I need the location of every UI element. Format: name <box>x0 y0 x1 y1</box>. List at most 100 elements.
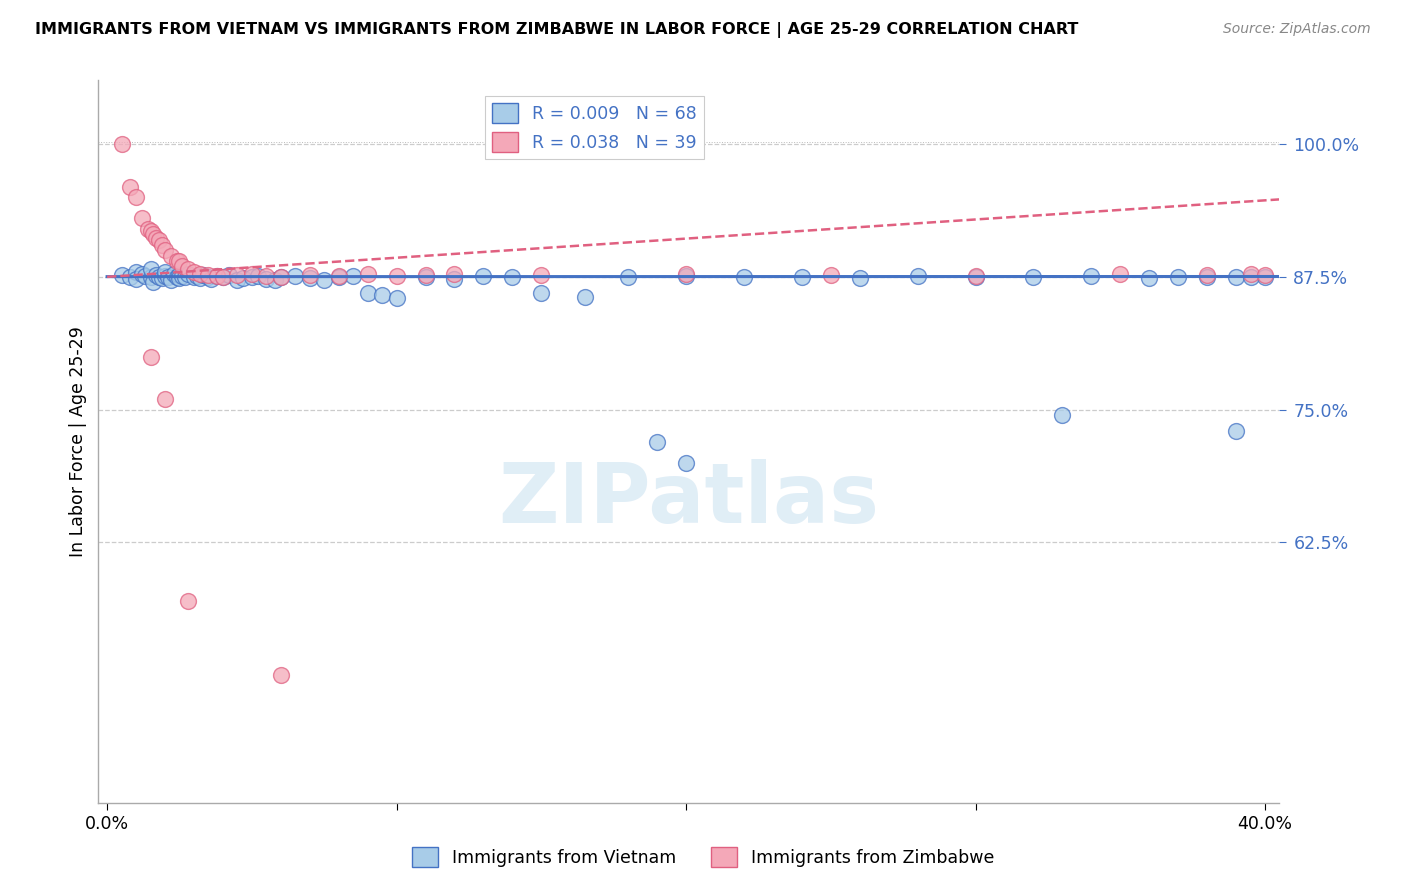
Point <box>820 268 842 282</box>
Point <box>110 268 132 282</box>
Point <box>197 269 219 284</box>
Point <box>298 271 321 285</box>
Point <box>965 268 987 283</box>
Point <box>197 268 219 282</box>
Point <box>645 434 668 449</box>
Point <box>246 268 269 283</box>
Point <box>156 269 179 284</box>
Point <box>264 273 287 287</box>
Point <box>139 350 162 364</box>
Point <box>415 268 437 282</box>
Point <box>120 179 142 194</box>
Point <box>385 268 408 283</box>
Point <box>415 269 437 284</box>
Point <box>166 269 188 284</box>
Text: ZIPatlas: ZIPatlas <box>499 458 879 540</box>
Point <box>145 268 167 282</box>
Point <box>145 230 167 244</box>
Point <box>530 268 553 282</box>
Point <box>153 264 176 278</box>
Point <box>240 269 263 284</box>
Point <box>232 271 254 285</box>
Point <box>205 268 228 283</box>
Point <box>1254 268 1277 282</box>
Point <box>501 269 523 284</box>
Point <box>1137 271 1160 285</box>
Point <box>617 269 640 284</box>
Point <box>574 290 596 304</box>
Point <box>472 268 495 283</box>
Point <box>226 273 249 287</box>
Point <box>120 269 142 284</box>
Point <box>153 268 176 283</box>
Point <box>142 227 165 242</box>
Text: IMMIGRANTS FROM VIETNAM VS IMMIGRANTS FROM ZIMBABWE IN LABOR FORCE | AGE 25-29 C: IMMIGRANTS FROM VIETNAM VS IMMIGRANTS FR… <box>35 22 1078 38</box>
Point <box>163 267 186 281</box>
Point <box>218 268 240 282</box>
Point <box>169 254 191 268</box>
Point <box>205 268 228 283</box>
Point <box>183 269 205 284</box>
Point <box>270 269 292 284</box>
Point <box>159 249 181 263</box>
Point <box>169 271 191 285</box>
Point <box>177 262 200 277</box>
Point <box>172 268 194 283</box>
Point <box>169 268 191 282</box>
Point <box>191 268 214 282</box>
Legend: Immigrants from Vietnam, Immigrants from Zimbabwe: Immigrants from Vietnam, Immigrants from… <box>405 840 1001 874</box>
Point <box>443 267 465 281</box>
Point <box>1167 269 1189 284</box>
Point <box>356 285 378 300</box>
Point <box>166 254 188 268</box>
Point <box>188 267 211 281</box>
Point <box>1225 269 1247 284</box>
Point <box>131 211 153 226</box>
Point <box>150 238 173 252</box>
Point <box>150 271 173 285</box>
Point <box>177 594 200 608</box>
Point <box>328 269 350 284</box>
Point <box>159 273 181 287</box>
Point <box>270 269 292 284</box>
Point <box>212 269 235 284</box>
Point <box>907 268 929 283</box>
Point <box>965 269 987 284</box>
Point <box>125 190 148 204</box>
Point <box>174 269 197 284</box>
Legend: R = 0.009   N = 68, R = 0.038   N = 39: R = 0.009 N = 68, R = 0.038 N = 39 <box>485 96 704 159</box>
Point <box>1239 269 1261 284</box>
Point <box>134 268 156 283</box>
Point <box>226 268 249 282</box>
Point <box>153 244 176 258</box>
Point <box>1109 267 1132 281</box>
Point <box>371 288 394 302</box>
Point <box>188 271 211 285</box>
Y-axis label: In Labor Force | Age 25-29: In Labor Force | Age 25-29 <box>69 326 87 557</box>
Point <box>172 259 194 273</box>
Point <box>110 136 132 151</box>
Point <box>1080 268 1102 283</box>
Point <box>125 272 148 286</box>
Point <box>142 275 165 289</box>
Point <box>254 268 277 283</box>
Point <box>530 285 553 300</box>
Point <box>131 267 153 281</box>
Point <box>342 268 364 283</box>
Point <box>790 269 813 284</box>
Point <box>328 268 350 283</box>
Point <box>148 233 170 247</box>
Point <box>148 269 170 284</box>
Point <box>675 268 697 283</box>
Point <box>254 272 277 286</box>
Point <box>675 267 697 281</box>
Point <box>1022 269 1045 284</box>
Point <box>125 264 148 278</box>
Point <box>177 267 200 281</box>
Text: Source: ZipAtlas.com: Source: ZipAtlas.com <box>1223 22 1371 37</box>
Point <box>733 269 755 284</box>
Point <box>284 268 307 283</box>
Point <box>356 267 378 281</box>
Point <box>1052 408 1074 422</box>
Point <box>153 392 176 406</box>
